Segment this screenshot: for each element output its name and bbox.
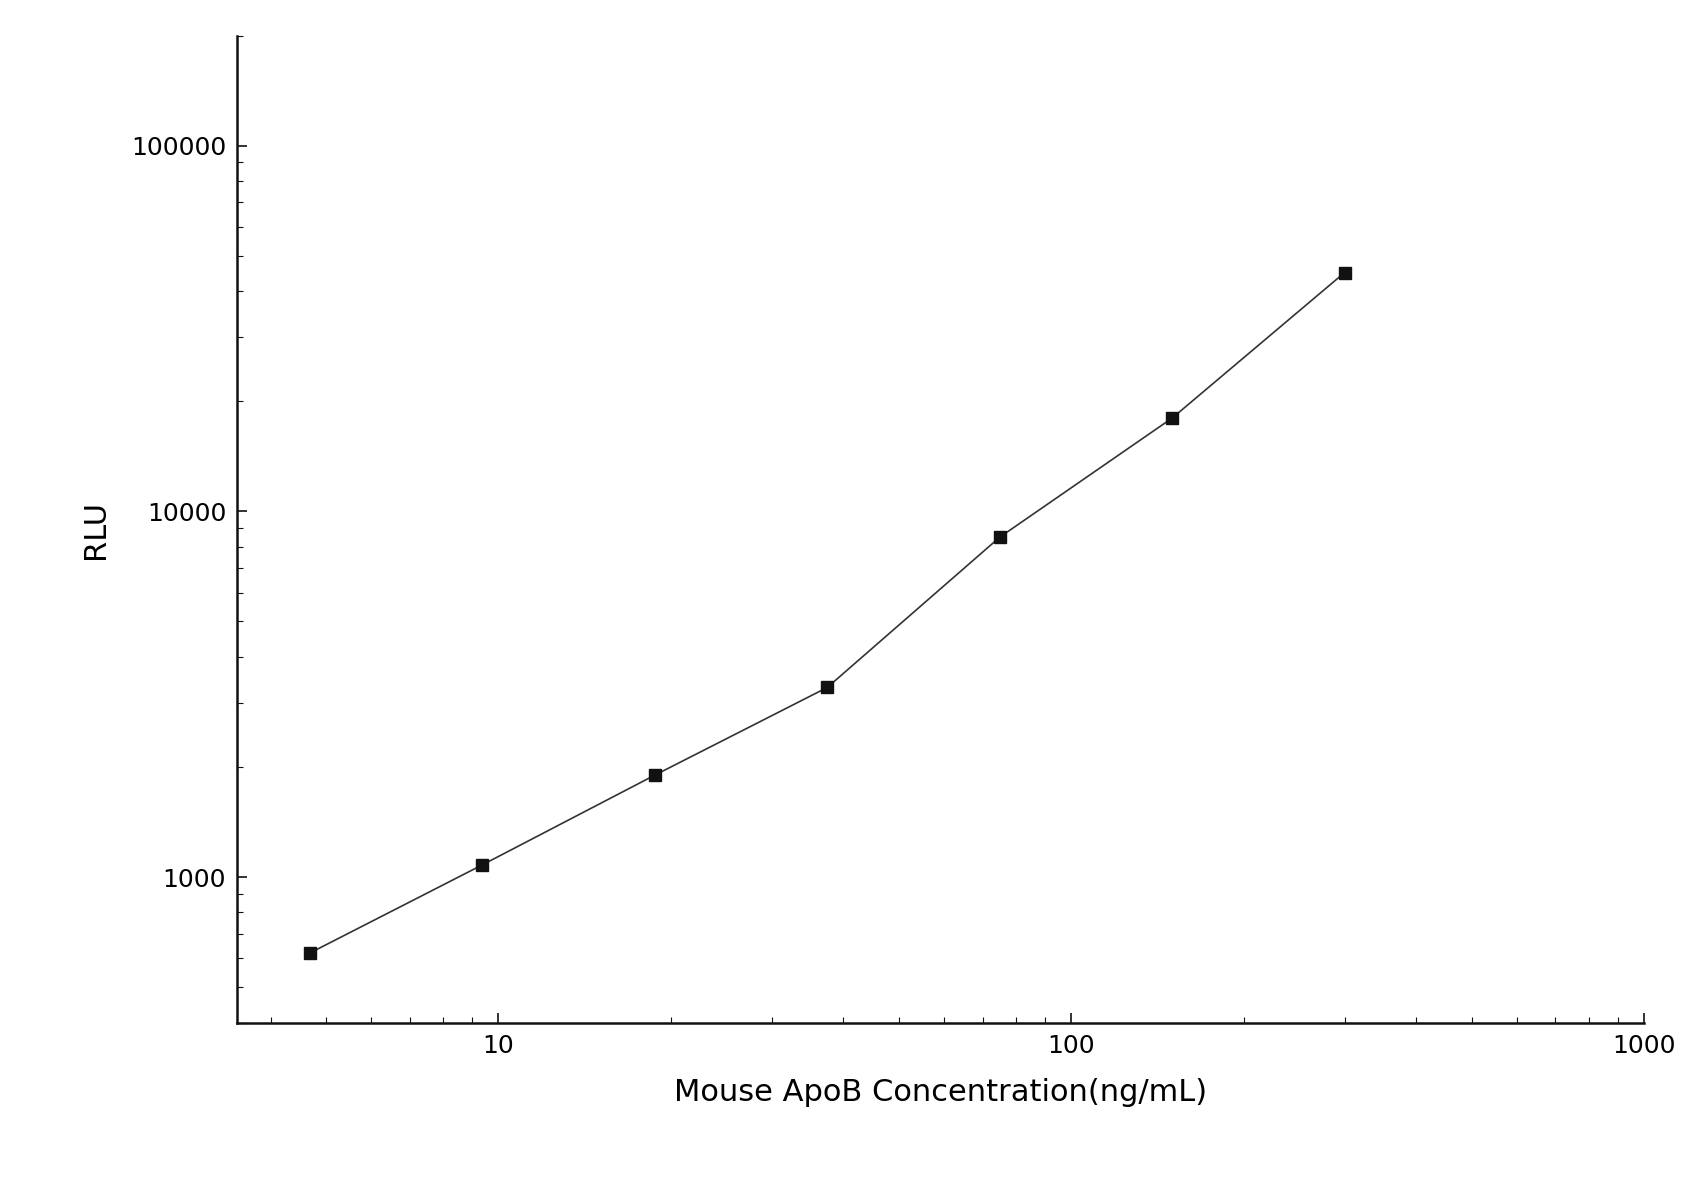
Y-axis label: RLU: RLU: [81, 499, 110, 559]
X-axis label: Mouse ApoB Concentration(ng/mL): Mouse ApoB Concentration(ng/mL): [675, 1078, 1207, 1107]
